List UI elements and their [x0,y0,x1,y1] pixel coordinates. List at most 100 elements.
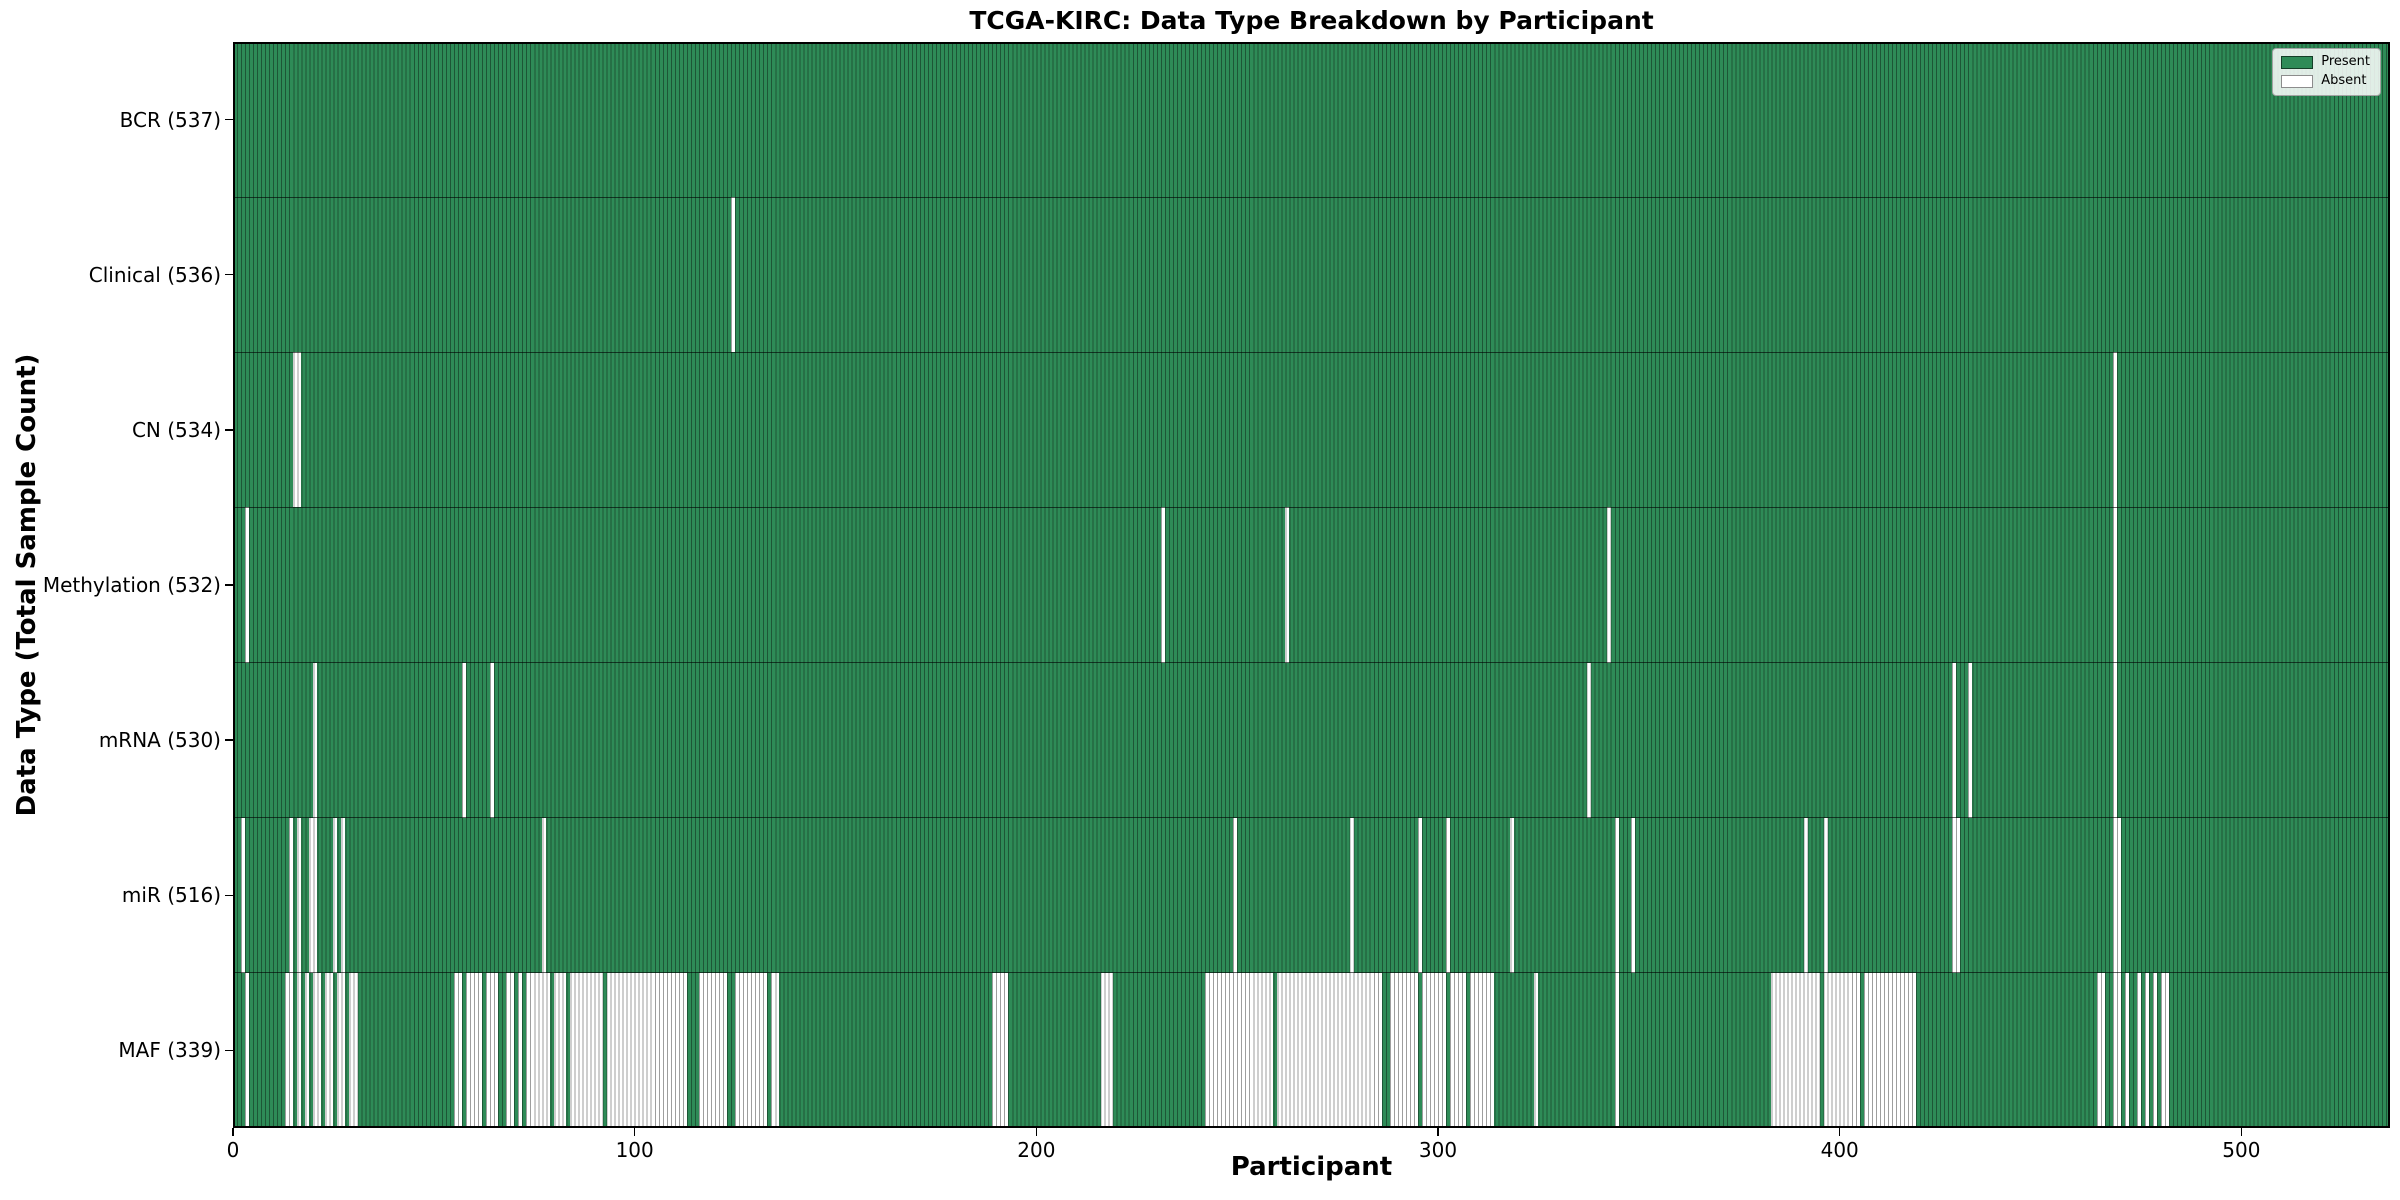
x-tick-label: 200 [1017,1138,1056,1162]
absent-block [1160,507,1165,663]
absent-block [1968,662,1973,818]
absent-block [1277,972,1382,1128]
chart-title: TCGA-KIRC: Data Type Breakdown by Partic… [969,6,1654,35]
absent-block [465,972,483,1128]
absent-block [1510,817,1515,973]
absent-block [554,972,567,1128]
x-axis-label: Participant [1230,1152,1393,1182]
row-separator [233,972,2390,974]
absent-block [1630,817,1635,973]
row-separator [233,196,2390,198]
legend-label-absent: Absent [2321,73,2367,88]
absent-block [341,817,346,973]
absent-block [313,662,318,818]
x-tick-label: 100 [615,1138,654,1162]
absent-block [1614,817,1619,973]
absent-block [309,817,318,973]
row-separator [233,662,2390,664]
absent-block [349,972,358,1128]
absent-block [305,972,310,1128]
absent-block [1421,972,1447,1128]
absent-block [285,972,294,1128]
y-tick-mark [225,584,233,586]
absent-block [1470,972,1495,1128]
row-separator [233,817,2390,819]
absent-block [1100,972,1113,1128]
x-tick-mark [1437,1128,1439,1136]
absent-block [1233,817,1238,973]
absent-block [1863,972,1916,1128]
absent-block [1417,817,1422,973]
y-tick-mark [225,894,233,897]
absent-block [506,972,515,1128]
absent-block [2096,972,2105,1128]
y-tick-label: CN (534) [131,417,221,442]
absent-block [992,972,1009,1128]
row-cn [233,352,2390,508]
absent-block [2144,972,2149,1128]
y-tick-label: Clinical (536) [88,262,221,287]
y-tick-label: mRNA (530) [98,728,221,753]
y-tick-label: Methylation (532) [42,573,221,597]
absent-block [1534,972,1539,1128]
x-tick-mark [1838,1128,1841,1136]
absent-block [313,972,322,1128]
absent-block [1614,972,1619,1128]
absent-block [1446,817,1451,973]
absent-block [1823,817,1828,973]
absent-block [570,972,603,1128]
absent-block [1952,662,1957,818]
x-tick-label: 300 [1418,1138,1458,1162]
absent-block [241,817,246,973]
absent-block [333,817,338,973]
absent-block [490,662,495,818]
absent-block [486,972,499,1128]
y-tick-mark [225,273,233,276]
absent-block [2124,972,2129,1128]
absent-block [2161,972,2170,1128]
absent-block [1285,507,1290,663]
row-separator [233,506,2390,508]
absent-block [1606,507,1611,663]
x-tick-label: 500 [2222,1138,2261,1162]
absent-block [337,972,346,1128]
absent-block [2153,972,2158,1128]
absent-block [297,972,302,1128]
absent-block [2136,972,2141,1128]
absent-block [245,972,250,1128]
absent-block [289,817,294,973]
row-mrna [233,662,2390,818]
absent-block [325,972,334,1128]
x-tick-mark [633,1128,636,1136]
absent-block [1586,662,1591,818]
legend-label-present: Present [2321,54,2370,69]
row-bcr [233,42,2390,198]
absent-block [293,352,302,508]
x-tick-mark [1035,1128,1038,1136]
absent-block [2112,817,2121,973]
row-maf [233,972,2390,1128]
absent-block [542,817,547,973]
absent-block [2112,972,2121,1128]
y-tick-mark [225,118,233,121]
absent-block [731,197,736,353]
absent-block [297,817,302,973]
y-tick-label: MAF (339) [118,1038,221,1063]
absent-swatch [2281,74,2314,88]
x-tick-label: 0 [226,1138,240,1162]
absent-block [1205,972,1274,1128]
absent-block [1389,972,1418,1128]
absent-block [1771,972,1820,1128]
y-tick-mark [225,739,233,741]
row-separator [233,351,2390,353]
absent-block [771,972,780,1128]
absent-block [606,972,687,1128]
absent-block [526,972,551,1128]
absent-block [518,972,523,1128]
legend-item-present: Present [2281,55,2370,69]
present-swatch [2281,55,2314,69]
plot-canvas [233,42,2390,1128]
row-mir [233,817,2390,973]
row-methylation [233,507,2390,663]
